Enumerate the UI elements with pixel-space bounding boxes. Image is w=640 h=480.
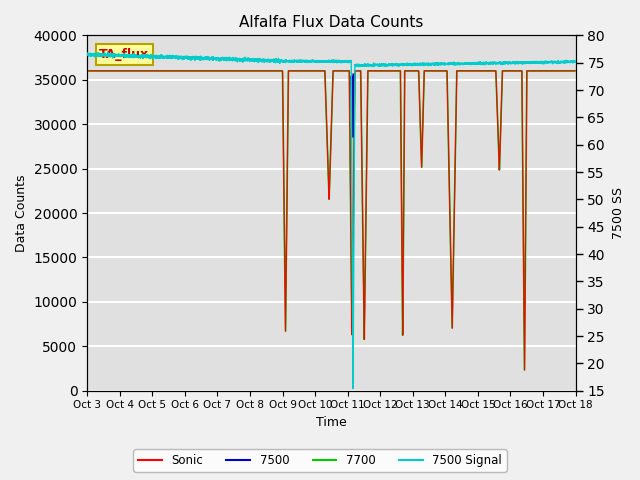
X-axis label: Time: Time [316,416,347,429]
Legend: Sonic, 7500, 7700, 7500 Signal: Sonic, 7500, 7700, 7500 Signal [133,449,507,472]
Text: TA_flux: TA_flux [99,48,150,61]
Y-axis label: 7500 SS: 7500 SS [612,187,625,239]
Title: Alfalfa Flux Data Counts: Alfalfa Flux Data Counts [239,15,424,30]
Y-axis label: Data Counts: Data Counts [15,174,28,252]
